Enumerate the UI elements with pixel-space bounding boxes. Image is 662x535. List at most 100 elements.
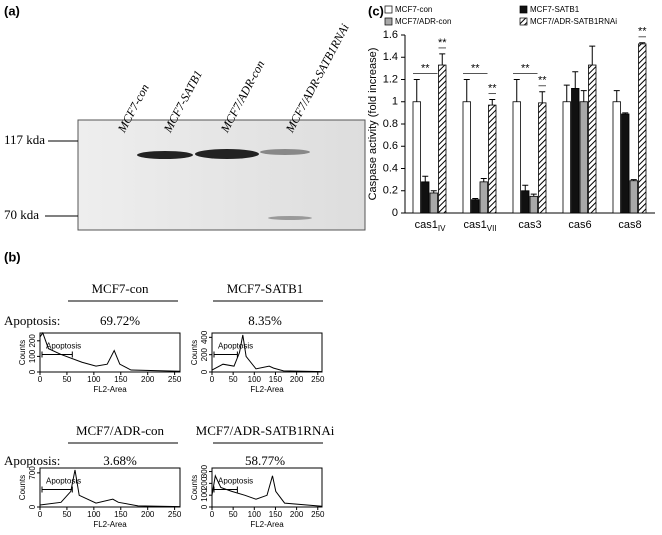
category-name: cas3	[518, 219, 541, 231]
bar	[479, 181, 488, 214]
lane-label: MCF7/ADR-SATB1RNAi	[282, 21, 352, 135]
band	[268, 216, 312, 220]
plot-frame	[39, 332, 181, 373]
legend-label: MCF7-SATB1	[530, 5, 580, 14]
plot-title: MCF7/ADR-con	[76, 423, 165, 438]
error-bar	[589, 45, 596, 66]
category-subscript: IV	[438, 224, 446, 233]
marker-label: 70 kda	[4, 207, 39, 222]
bar	[538, 102, 547, 214]
bar	[488, 104, 497, 214]
plot-title: MCF7-con	[91, 281, 149, 296]
bar	[529, 195, 538, 214]
significance-label: **	[471, 62, 480, 74]
x-tick-label: 150	[114, 375, 128, 384]
y-tick-label: 700	[28, 466, 37, 480]
y-tick-label: 400	[200, 330, 209, 344]
x-tick-label: 250	[311, 510, 325, 519]
x-tick-label: 0	[210, 375, 215, 384]
apoptosis-label: Apoptosis:	[4, 313, 60, 328]
error-bar	[622, 112, 629, 114]
significance-label: **	[638, 26, 647, 38]
error-bar	[422, 175, 429, 182]
category-name: cas1	[415, 219, 438, 231]
bar	[612, 101, 621, 214]
gate	[41, 486, 73, 493]
error-bar	[563, 84, 570, 102]
error-bar	[572, 71, 579, 89]
y-tick-label: 200	[200, 347, 209, 361]
bar	[521, 190, 530, 214]
x-tick-label: 250	[168, 375, 182, 384]
legend-label: MCF7-con	[395, 5, 432, 14]
x-tick-label: 250	[168, 510, 182, 519]
band	[260, 149, 310, 155]
error-bar	[439, 53, 446, 66]
apoptosis-value: 69.72%	[100, 313, 140, 328]
x-tick-label: 150	[269, 375, 283, 384]
y-tick-label: 0.2	[383, 185, 398, 197]
bar	[471, 199, 480, 214]
y-tick-label: 200	[200, 476, 209, 490]
category-name: cas1	[463, 219, 486, 231]
y-tick-label: 100	[200, 488, 209, 502]
apoptosis-value: 8.35%	[248, 313, 282, 328]
legend-label: MCF7/ADR-con	[395, 17, 451, 26]
gate	[213, 486, 238, 493]
x-tick-label: 100	[248, 510, 262, 519]
legend-swatch	[384, 5, 393, 14]
x-tick-label: 200	[141, 510, 155, 519]
category-name: cas6	[568, 219, 591, 231]
error-bar	[580, 90, 587, 102]
plot-frame	[211, 332, 323, 373]
y-tick-label: 0	[200, 369, 209, 374]
y-axis-label: Counts	[18, 340, 27, 365]
band	[137, 151, 193, 159]
y-tick-label: 200	[28, 334, 37, 348]
error-bar	[480, 178, 487, 182]
y-tick-label: 0	[200, 504, 209, 509]
y-tick-label: 1.4	[383, 51, 398, 63]
x-axis-label: FL2-Area	[93, 385, 127, 394]
significance-label: **	[438, 37, 447, 49]
error-bar	[430, 190, 437, 193]
x-tick-label: 200	[290, 510, 304, 519]
x-tick-label: cas1VII	[463, 219, 496, 233]
legend-swatch	[384, 17, 393, 26]
panel-label: (a)	[4, 3, 20, 18]
bar	[412, 101, 421, 214]
x-tick-label: 50	[62, 375, 71, 384]
plot-frame	[211, 467, 323, 508]
panel-label: (b)	[4, 249, 21, 264]
bar	[638, 43, 647, 214]
bar	[512, 101, 521, 214]
error-bar	[630, 179, 637, 181]
x-tick-label: cas3	[518, 219, 541, 231]
x-tick-label: 100	[248, 375, 262, 384]
bar	[421, 181, 430, 214]
x-tick-label: 100	[87, 375, 101, 384]
error-bar	[463, 79, 470, 102]
error-bar	[413, 79, 420, 102]
y-tick-label: 0.4	[383, 162, 398, 174]
y-tick-label: 100	[28, 349, 37, 363]
bar	[462, 101, 471, 214]
y-tick-label: 300	[200, 464, 209, 478]
bar	[621, 113, 630, 214]
bar	[571, 88, 580, 214]
y-tick-label: 0.6	[383, 140, 398, 152]
plot-title: MCF7-SATB1	[227, 281, 304, 296]
x-tick-label: 250	[311, 375, 325, 384]
error-bar	[539, 91, 546, 103]
significance-label: **	[421, 62, 430, 74]
bar	[438, 64, 447, 214]
apoptosis-value: 58.77%	[245, 453, 285, 468]
y-tick-label: 0	[28, 369, 37, 374]
gate	[41, 351, 73, 358]
significance-label: **	[521, 62, 530, 74]
significance-label: **	[538, 75, 547, 87]
significance-label: **	[488, 82, 497, 94]
marker-label: 117 kda	[4, 132, 45, 147]
y-tick-label: 1	[392, 96, 398, 108]
